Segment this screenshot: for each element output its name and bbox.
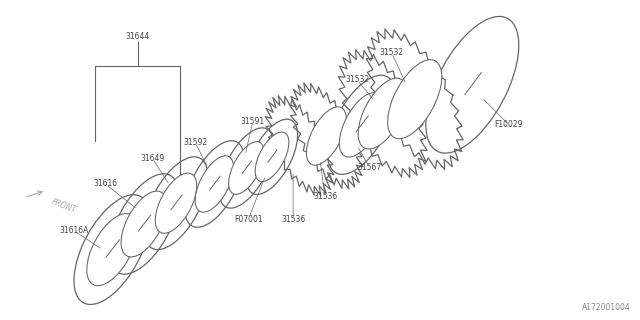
Text: 31567: 31567 [358, 164, 382, 172]
Ellipse shape [388, 60, 442, 139]
Ellipse shape [121, 191, 167, 257]
Ellipse shape [74, 195, 150, 304]
Ellipse shape [87, 213, 137, 286]
Text: 31644: 31644 [125, 32, 150, 41]
Ellipse shape [358, 78, 407, 149]
Text: 31649: 31649 [140, 154, 164, 163]
Ellipse shape [328, 75, 396, 174]
Text: 31536: 31536 [313, 192, 337, 201]
Text: A172001004: A172001004 [582, 303, 630, 312]
Text: 31532: 31532 [380, 48, 404, 57]
Ellipse shape [255, 132, 289, 181]
Ellipse shape [195, 156, 234, 212]
Text: 31536: 31536 [281, 215, 305, 224]
Text: 31591: 31591 [241, 117, 265, 126]
Ellipse shape [345, 59, 420, 168]
Ellipse shape [372, 38, 457, 160]
Ellipse shape [156, 173, 196, 233]
Text: 31592: 31592 [183, 138, 207, 147]
Text: F07001: F07001 [234, 215, 262, 224]
Ellipse shape [109, 174, 179, 274]
Ellipse shape [296, 92, 356, 180]
Ellipse shape [246, 119, 298, 195]
Text: 31616A: 31616A [59, 226, 88, 235]
Ellipse shape [339, 92, 384, 157]
Ellipse shape [271, 105, 328, 186]
Text: F10029: F10029 [495, 120, 523, 129]
Ellipse shape [144, 157, 208, 250]
Text: 31532: 31532 [345, 76, 369, 84]
Text: 31616: 31616 [93, 180, 118, 188]
Ellipse shape [307, 107, 346, 165]
Ellipse shape [426, 16, 519, 153]
Text: FRONT: FRONT [50, 198, 77, 215]
Ellipse shape [228, 142, 264, 194]
Ellipse shape [185, 141, 244, 227]
Ellipse shape [219, 128, 274, 208]
